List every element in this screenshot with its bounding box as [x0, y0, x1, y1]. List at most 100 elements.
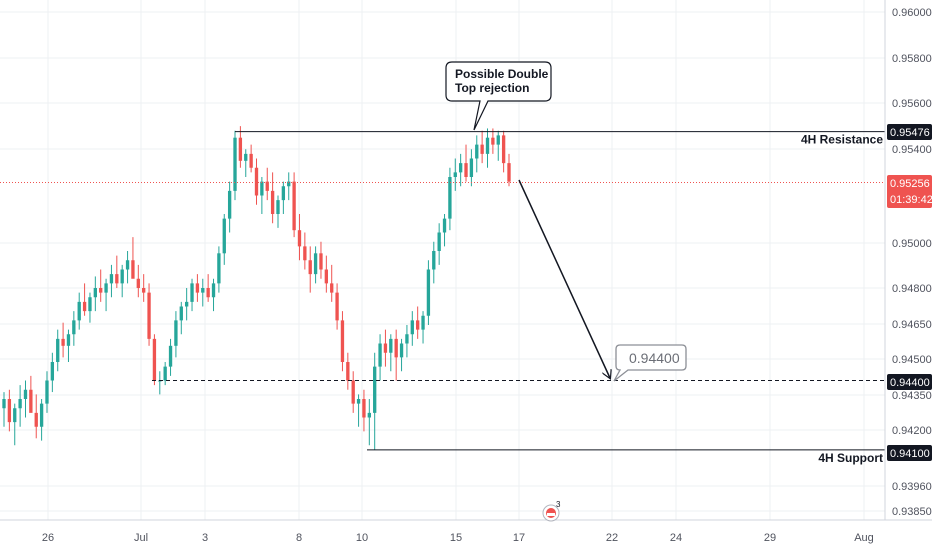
candle-body — [190, 283, 194, 302]
candle — [222, 214, 226, 265]
candle-body — [448, 177, 452, 219]
candle — [475, 135, 479, 173]
target-badge-text: 0.94400 — [890, 377, 930, 389]
candle — [72, 311, 76, 346]
candle-body — [405, 334, 409, 344]
candle — [469, 149, 474, 187]
candle-body — [496, 135, 500, 145]
candle-body — [297, 230, 302, 247]
bar-countdown-text: 01:39:42 — [890, 194, 932, 206]
candle — [448, 167, 452, 231]
candle — [136, 264, 140, 298]
candle — [7, 389, 12, 432]
candle — [351, 371, 355, 413]
time-axis-labels: 26 Jul 3 8 10 15 17 22 24 29 Aug — [42, 532, 874, 544]
candle — [367, 399, 371, 446]
current-price-badge: 0.95256 01:39:42 — [887, 175, 932, 208]
candle-body — [136, 278, 140, 288]
candle-body — [179, 306, 183, 321]
candle-body — [254, 167, 259, 196]
candle — [77, 292, 81, 330]
candle-body — [142, 288, 146, 293]
time-tick-label: 24 — [670, 532, 682, 544]
price-tick-label: 0.96000 — [892, 7, 932, 19]
candle — [281, 181, 286, 214]
candle-body — [7, 399, 12, 423]
candle-body — [131, 260, 135, 279]
candle — [174, 311, 178, 358]
candle-body — [115, 274, 119, 284]
candle — [432, 241, 436, 284]
candle-body — [163, 366, 167, 381]
candle — [491, 128, 495, 154]
resistance-label: 4H Resistance — [801, 133, 883, 147]
candle — [458, 153, 463, 187]
candle-body — [34, 412, 38, 427]
candle — [88, 292, 92, 323]
candle-body — [389, 338, 393, 353]
candle — [233, 130, 237, 201]
candle — [99, 269, 103, 302]
candle — [34, 394, 38, 439]
candlesticks — [2, 126, 511, 450]
candle-body — [66, 334, 71, 346]
candle — [378, 334, 382, 381]
candle-body — [184, 301, 189, 307]
candle — [238, 126, 243, 168]
candle-body — [168, 345, 173, 367]
candle — [120, 264, 124, 298]
time-tick-label: 26 — [42, 532, 54, 544]
candle-body — [120, 269, 124, 284]
candle-body — [88, 297, 92, 312]
candle-body — [109, 274, 114, 284]
candle-body — [378, 343, 382, 367]
candle-body — [432, 251, 436, 270]
time-tick-label: 8 — [296, 532, 302, 544]
candle — [480, 130, 484, 164]
candle-body — [421, 315, 425, 330]
price-tick-label: 0.95000 — [892, 238, 932, 250]
candle-body — [351, 380, 355, 404]
candle-body — [265, 181, 269, 191]
candle — [163, 362, 167, 386]
candle — [109, 264, 114, 298]
candle — [179, 301, 183, 335]
candle — [39, 399, 44, 441]
candle — [421, 311, 425, 344]
economic-events-icon[interactable]: 3 — [542, 500, 561, 522]
candle-body — [303, 246, 307, 261]
candle-body — [56, 338, 60, 362]
candle-body — [244, 153, 248, 161]
candle — [340, 311, 345, 372]
candle — [287, 172, 291, 201]
candle — [394, 329, 398, 381]
candle-body — [367, 412, 371, 418]
candle — [201, 278, 205, 307]
candle — [442, 214, 447, 247]
candle — [265, 167, 269, 201]
candle-body — [410, 320, 414, 335]
time-tick-label: Jul — [134, 532, 148, 544]
price-tick-label: 0.93850 — [892, 506, 932, 518]
candle — [399, 338, 404, 372]
candle — [292, 172, 296, 238]
candle — [125, 251, 130, 284]
candle-body — [217, 253, 221, 284]
projection-arrow[interactable] — [518, 179, 610, 378]
time-tick-label: Aug — [854, 532, 874, 544]
candle-body — [72, 320, 76, 335]
target-price-badge: 0.94400 — [887, 374, 932, 390]
candle-body — [61, 338, 65, 346]
time-tick-label: 3 — [202, 532, 208, 544]
candle-body — [174, 320, 178, 346]
candle — [147, 283, 151, 346]
candle — [313, 246, 318, 284]
price-tick-label: 0.94800 — [892, 283, 932, 295]
candle-body — [458, 163, 463, 173]
candle — [330, 264, 334, 302]
double-top-callout[interactable]: Possible Double Top rejection — [445, 61, 552, 131]
candle-body — [475, 144, 479, 159]
target-price-callout[interactable]: 0.94400 — [613, 344, 687, 382]
candle-body — [45, 380, 49, 404]
